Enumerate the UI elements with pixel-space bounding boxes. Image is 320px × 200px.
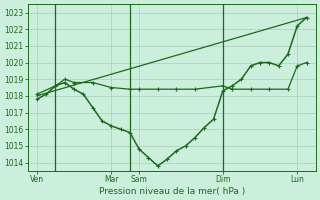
X-axis label: Pression niveau de la mer( hPa ): Pression niveau de la mer( hPa ) [99,187,245,196]
